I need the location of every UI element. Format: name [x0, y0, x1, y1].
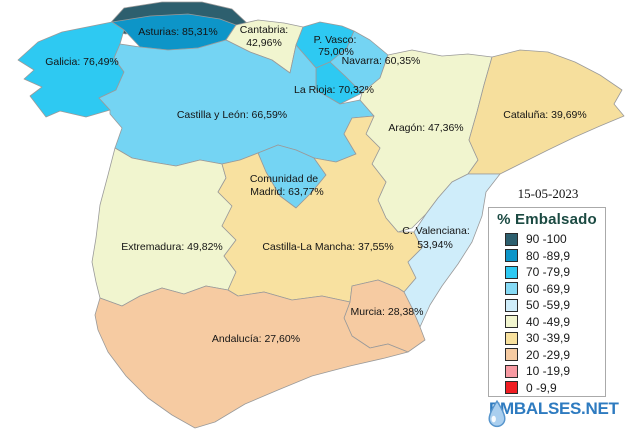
legend-swatch: [505, 232, 518, 246]
legend-item: 40 -49,9: [489, 314, 605, 331]
label-castilla-y-leon: Castilla y León: 66,59%: [177, 109, 287, 121]
legend-item: 50 -59,9: [489, 297, 605, 314]
legend-swatch: [505, 364, 518, 378]
legend-item: 10 -19,9: [489, 363, 605, 380]
label-madrid: Comunidad de: [250, 173, 318, 185]
map-date: 15-05-2023: [517, 186, 579, 201]
label-pais-vasco: P. Vasco:: [314, 34, 357, 46]
legend-item: 80 -89,9: [489, 248, 605, 265]
embalses-logo[interactable]: EMBALSES.NET: [486, 399, 619, 428]
legend-item: 60 -69,9: [489, 281, 605, 298]
legend-swatch: [505, 249, 518, 263]
embalses-logo-text: EMBALSES.NET: [489, 399, 619, 418]
label-andalucia: Andalucía: 27,60%: [212, 333, 300, 345]
legend-swatch: [505, 381, 518, 395]
legend-item: 30 -39,9: [489, 330, 605, 347]
region-andalucia[interactable]: [94, 285, 409, 429]
legend-item: 0 -9,9: [489, 380, 605, 397]
label-galicia: Galicia: 76,49%: [45, 56, 119, 68]
legend-swatch: [505, 348, 518, 362]
label-madrid-value: Madrid: 63,77%: [250, 186, 324, 198]
legend-swatch: [505, 265, 518, 279]
label-murcia: Murcia: 28,38%: [351, 306, 424, 318]
legend-swatch: [505, 298, 518, 312]
legend-swatch: [505, 331, 518, 345]
label-cataluna: Cataluña: 39,69%: [503, 109, 586, 121]
region-extremadura[interactable]: [91, 147, 237, 307]
legend-range-label: 80 -89,9: [526, 248, 571, 263]
legend-swatch: [505, 282, 518, 296]
legend-range-label: 0 -9,9: [526, 380, 557, 395]
label-cantabria-value: 42,96%: [246, 37, 282, 49]
legend-range-label: 70 -79,9: [526, 265, 571, 280]
legend-range-label: 90 -100: [526, 232, 567, 247]
legend-item: 20 -29,9: [489, 347, 605, 364]
legend-range-label: 40 -49,9: [526, 314, 571, 329]
water-drop-icon: [488, 399, 506, 428]
legend-item: 90 -100: [489, 231, 605, 248]
legend-title: % Embalsado: [497, 211, 597, 228]
legend-range-label: 30 -39,9: [526, 331, 571, 346]
label-valenciana-value: 53,94%: [417, 239, 453, 251]
label-pais-vasco-value: 75,00%: [318, 46, 354, 58]
legend-range-label: 60 -69,9: [526, 281, 571, 296]
legend-box: % Embalsado 90 -100 80 -89,9 70 -79,9 60…: [488, 207, 606, 397]
label-cantabria: Cantabria:: [240, 24, 288, 36]
legend-item: 70 -79,9: [489, 264, 605, 281]
legend-range-label: 10 -19,9: [526, 364, 571, 379]
label-la-rioja: La Rioja: 70,32%: [294, 84, 374, 96]
label-navarra: Navarra: 60,35%: [342, 55, 421, 67]
legend-range-label: 20 -29,9: [526, 347, 571, 362]
label-asturias: Asturias: 85,31%: [138, 26, 217, 38]
label-valenciana: C. Valenciana:: [402, 225, 470, 237]
label-extremadura: Extremadura: 49,82%: [121, 241, 223, 253]
label-aragon: Aragón: 47,36%: [388, 122, 463, 134]
legend-swatch: [505, 315, 518, 329]
legend-range-label: 50 -59,9: [526, 298, 571, 313]
label-castilla-la-mancha: Castilla-La Mancha: 37,55%: [262, 241, 393, 253]
region-cataluna[interactable]: [467, 49, 625, 175]
